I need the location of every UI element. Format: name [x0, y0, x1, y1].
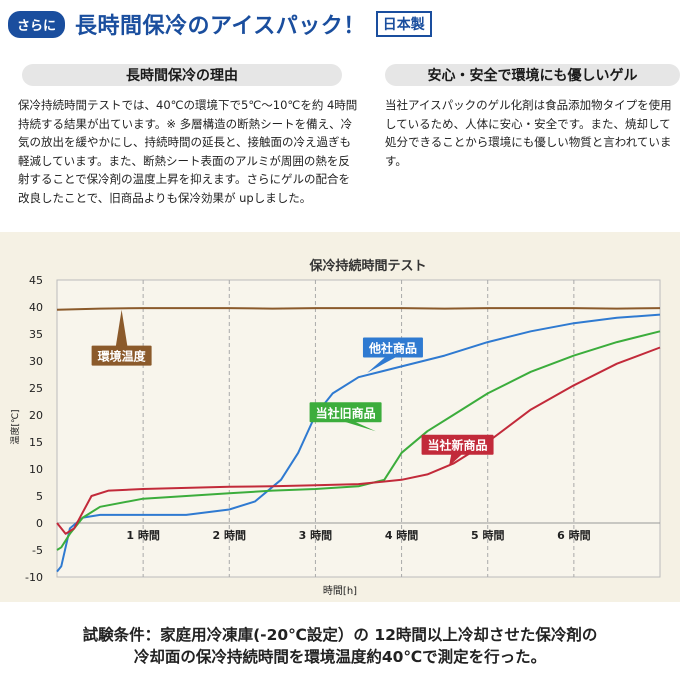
- series-label-box: [362, 337, 423, 358]
- left-body: 保冷持続時間テストでは、40℃の環境下で5℃〜10℃を約 4時間持続する結果が出…: [18, 98, 358, 205]
- x-tick-label: 4 時間: [385, 528, 418, 542]
- made-in-badge: 日本製: [375, 11, 432, 37]
- y-tick-label: -10: [25, 571, 43, 584]
- series-label: 当社旧商品: [316, 405, 376, 420]
- y-tick-label: 40: [29, 301, 43, 314]
- y-tick-label: 25: [29, 382, 43, 395]
- series-label: 環境温度: [98, 349, 147, 364]
- x-tick-label: 2 時間: [213, 528, 246, 542]
- page-title: 長時間保冷のアイスパック！: [75, 14, 366, 39]
- x-tick-label: 3 時間: [299, 528, 332, 542]
- line-chart: 保冷持続時間テスト 1 時間 2 時間 3 時間 4 時間 5 時間 6 時間 -10 -5 0…: [9, 258, 661, 597]
- series-line: [56, 313, 661, 573]
- series-label-box: [91, 345, 152, 366]
- y-tick-label: 10: [29, 463, 43, 476]
- y-tick-label: 35: [29, 328, 43, 341]
- left-heading: 長時間保冷の理由: [22, 64, 342, 86]
- y-tick-label: 20: [29, 409, 43, 422]
- plot-area: [56, 279, 661, 578]
- y-tick-label: 45: [29, 274, 43, 287]
- test-conditions: 試験条件：家庭用冷凍庫(-20℃設定）の 12時間以上冷却させた保冷剤の 冷却面…: [0, 624, 680, 668]
- header-badge: さらに: [8, 10, 66, 38]
- chart-series: [56, 307, 661, 573]
- right-body: 当社アイスパックのゲル化剤は食品添加物タイプを使用しているため、人体に安心・安全…: [385, 98, 672, 168]
- series-line: [56, 307, 661, 311]
- y-axis-label: 温度[℃]: [9, 409, 21, 444]
- y-tick-label: 5: [36, 490, 43, 503]
- header: さらに 長時間保冷のアイスパック！ 日本製: [8, 6, 432, 42]
- chart-panel: 保冷持続時間テスト 1 時間 2 時間 3 時間 4 時間 5 時間 6 時間 -10 -5 0…: [0, 232, 680, 602]
- x-tick-label: 1 時間: [126, 528, 159, 542]
- y-tick-label: 30: [29, 355, 43, 368]
- series-label-pointer: [367, 355, 399, 373]
- series-label: 当社新商品: [428, 438, 488, 453]
- x-tick-label: 6 時間: [557, 528, 590, 542]
- series-line: [56, 330, 661, 551]
- right-heading: 安心・安全で環境にも優しいゲル: [385, 64, 680, 86]
- y-tick-label: 15: [29, 436, 43, 449]
- test-conditions-line2: 冷却面の保冷持続時間を環境温度約40℃で測定を行った。: [133, 648, 547, 666]
- x-axis-label: 時間[h]: [323, 585, 357, 597]
- series-label-pointer: [339, 420, 376, 432]
- y-tick-label: -5: [32, 544, 43, 557]
- series-label-box: [421, 434, 494, 455]
- chart-axes: 1 時間 2 時間 3 時間 4 時間 5 時間 6 時間 -10 -5 0 5 10 15 20 25 3…: [25, 274, 661, 584]
- series-line: [56, 346, 661, 535]
- series-label-pointer: [448, 452, 464, 467]
- series-label: 他社商品: [368, 341, 417, 356]
- y-tick-label: 0: [36, 517, 43, 530]
- x-tick-label: 5 時間: [471, 528, 504, 542]
- series-label-pointer: [115, 309, 128, 348]
- test-conditions-line1: 試験条件：家庭用冷凍庫(-20℃設定）の 12時間以上冷却させた保冷剤の: [82, 626, 598, 644]
- series-label-box: [309, 402, 382, 423]
- chart-title: 保冷持続時間テスト: [308, 258, 426, 274]
